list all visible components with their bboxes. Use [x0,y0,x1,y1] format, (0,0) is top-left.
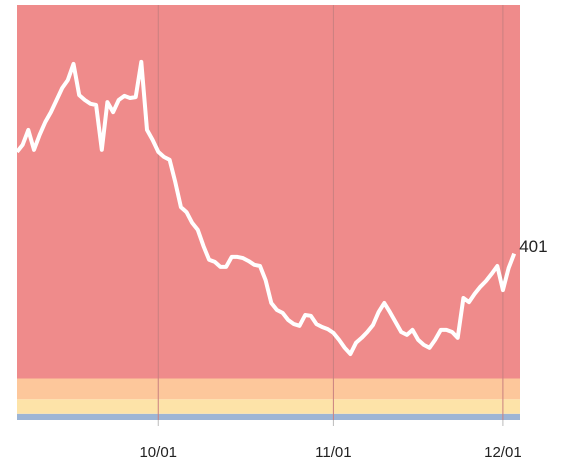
band [17,399,520,414]
band [17,378,520,400]
band [17,413,520,420]
band [17,5,520,379]
line [15,59,517,356]
x-tick-label: 10/01 [139,444,177,461]
x-tick-label: 12/01 [484,444,522,461]
x-tick-label: 11/01 [315,444,351,461]
value-label: 401 [519,237,547,256]
